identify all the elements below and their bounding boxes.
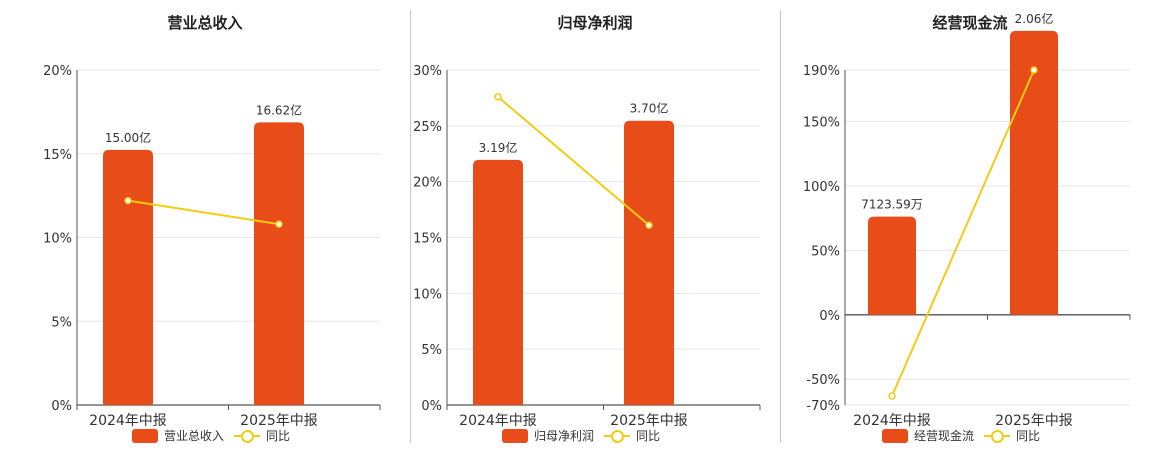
- bar-data-label: 3.70亿: [630, 101, 669, 116]
- legend-bar-label: 归母净利润: [534, 429, 595, 443]
- panel-divider: [780, 10, 781, 443]
- y-tick-label: 30%: [413, 64, 442, 79]
- legend-bar-label: 营业总收入: [164, 429, 225, 443]
- yoy-point: [494, 93, 502, 101]
- legend-bar-label: 经营现金流: [914, 429, 975, 443]
- x-category-label: 2025年中报: [610, 413, 688, 429]
- bar-data-label: 3.19亿: [479, 140, 518, 155]
- legend-line-swatch: [234, 429, 261, 443]
- legend: 经营现金流 同比: [882, 427, 1040, 444]
- chart-svg-net-profit: 0% 5% 10% 15% 20% 25% 30% 3.19亿 2024年中报 3.70亿 2025…: [413, 64, 761, 429]
- y-tick-label: 0%: [819, 309, 840, 324]
- bar: [103, 149, 153, 405]
- bar-data-label: 16.62亿: [256, 102, 302, 117]
- y-tick-label: 0%: [51, 399, 72, 414]
- bar-data-label: 15.00亿: [105, 130, 151, 145]
- y-tick-label: -70%: [806, 399, 840, 414]
- bar: [624, 120, 674, 406]
- chart-svg-operating-cashflow: -70% -50% 0% 50% 100% 150% 190% 7123.59万 2024年中报…: [803, 11, 1131, 429]
- y-tick-label: 25%: [413, 120, 442, 135]
- legend-line-label: 同比: [266, 429, 291, 443]
- panel-operating-cashflow: 经营现金流 -70% -50% 0% 50% 100% 150% 190% 7123.59万 2…: [780, 0, 1160, 450]
- chart-title: 归母净利润: [557, 14, 633, 32]
- x-category-label: 2025年中报: [240, 413, 318, 429]
- y-tick-label: 15%: [413, 232, 442, 247]
- chart-title: 营业总收入: [167, 14, 243, 32]
- y-tick-label: 5%: [421, 343, 442, 358]
- x-category-label: 2024年中报: [459, 413, 537, 429]
- x-category-label: 2024年中报: [89, 413, 167, 429]
- y-tick-label: 5%: [51, 315, 72, 330]
- yoy-point: [888, 392, 896, 400]
- x-category-label: 2024年中报: [853, 413, 931, 429]
- y-tick-label: 100%: [803, 180, 840, 195]
- y-tick-label: 190%: [803, 64, 840, 79]
- x-category-label: 2025年中报: [995, 413, 1073, 429]
- y-tick-label: 20%: [413, 176, 442, 191]
- bar: [473, 159, 523, 405]
- bar-data-label: 2.06亿: [1015, 11, 1054, 26]
- legend: 归母净利润 同比: [502, 427, 660, 444]
- panel-net-profit: 归母净利润 0% 5% 10% 15% 20% 25% 30% 3.19亿 2024年中报 3.7…: [410, 0, 780, 450]
- yoy-point: [1030, 66, 1038, 74]
- legend-line-swatch: [984, 429, 1011, 443]
- bar: [868, 216, 916, 315]
- chart-svg-revenue: 0% 5% 10% 15% 20% 15.00亿 2024年中报 16.62亿 2025年中报: [43, 64, 381, 429]
- yoy-line: [127, 199, 280, 226]
- yoy-point: [124, 196, 132, 205]
- y-tick-label: 10%: [413, 287, 442, 302]
- legend-line-swatch: [604, 429, 631, 443]
- legend-bar-swatch: [502, 428, 528, 443]
- bar-data-label: 7123.59万: [861, 198, 923, 212]
- y-tick-label: 15%: [43, 148, 72, 163]
- y-tick-label: -50%: [806, 373, 840, 388]
- legend-bar-swatch: [882, 428, 908, 443]
- yoy-point: [645, 221, 653, 229]
- y-tick-label: 150%: [803, 116, 840, 131]
- bar: [254, 122, 304, 405]
- y-tick-label: 10%: [43, 232, 72, 247]
- y-tick-label: 0%: [421, 399, 442, 414]
- panel-revenue: 营业总收入 0% 5% 10% 15% 20% 15.00亿 2024年中报 16.62亿 20…: [0, 0, 410, 450]
- panel-divider: [410, 10, 411, 443]
- legend-line-label: 同比: [1016, 429, 1041, 443]
- y-tick-label: 20%: [43, 64, 72, 79]
- yoy-point: [275, 220, 283, 228]
- legend-line-label: 同比: [636, 429, 661, 443]
- yoy-line: [497, 96, 650, 226]
- legend: 营业总收入 同比: [132, 427, 290, 444]
- legend-bar-swatch: [132, 428, 158, 443]
- bar: [1010, 30, 1058, 315]
- y-tick-label: 50%: [811, 244, 840, 259]
- chart-title: 经营现金流: [932, 14, 1008, 32]
- yoy-line: [891, 69, 1035, 397]
